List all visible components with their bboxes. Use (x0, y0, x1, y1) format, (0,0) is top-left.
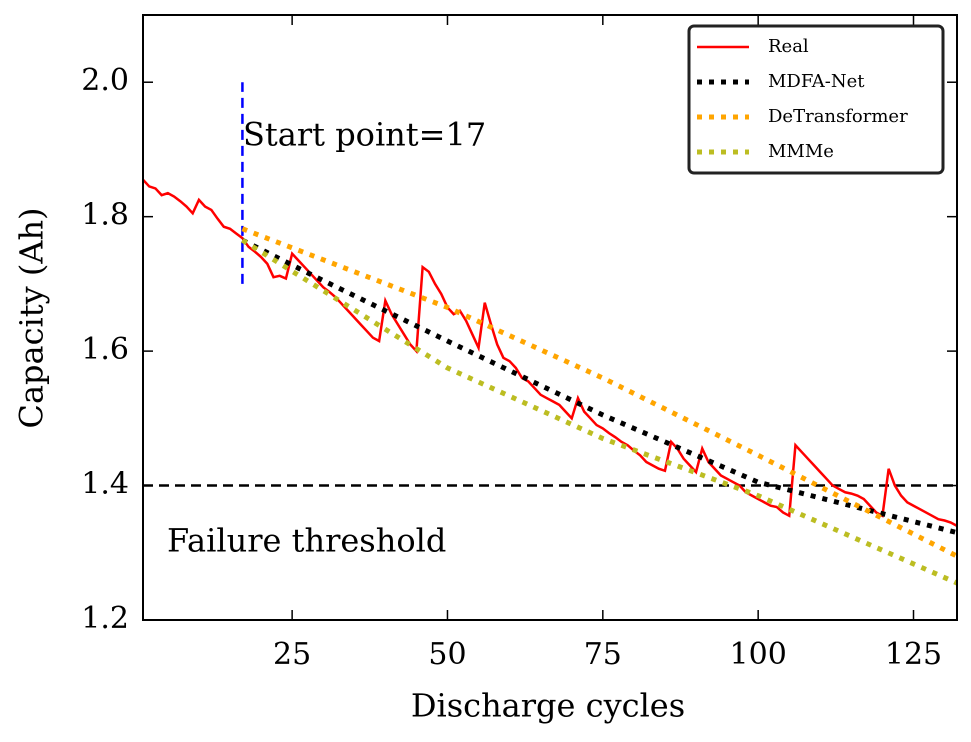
x-tick-label: 125 (885, 637, 942, 672)
y-tick-label: 2.0 (81, 63, 129, 98)
series-line (241, 238, 959, 586)
annotation: Start point=17 (243, 116, 486, 154)
series-line (241, 237, 958, 536)
y-tick-label: 1.4 (81, 467, 129, 502)
x-tick-label: 25 (273, 637, 311, 672)
plot-frame (142, 14, 958, 621)
y-tick-label: 1.8 (81, 198, 129, 233)
legend-box (687, 24, 945, 175)
x-tick-label: 50 (428, 637, 466, 672)
legend-label: DeTransformer (768, 106, 908, 127)
y-tick-label: 1.6 (81, 332, 129, 367)
legend-label: Real (768, 36, 809, 57)
legend-label: MDFA-Net (768, 71, 865, 92)
annotation: Failure threshold (167, 522, 446, 560)
legend-label: MMMe (768, 141, 834, 162)
y-tick-label: 1.2 (81, 601, 129, 636)
series-line (241, 226, 959, 559)
x-tick-label: 75 (584, 637, 622, 672)
series-line (142, 178, 958, 527)
y-axis-label: Capacity (Ah) (13, 207, 51, 428)
x-tick-label: 100 (730, 637, 787, 672)
x-axis-label: Discharge cycles (411, 687, 685, 725)
